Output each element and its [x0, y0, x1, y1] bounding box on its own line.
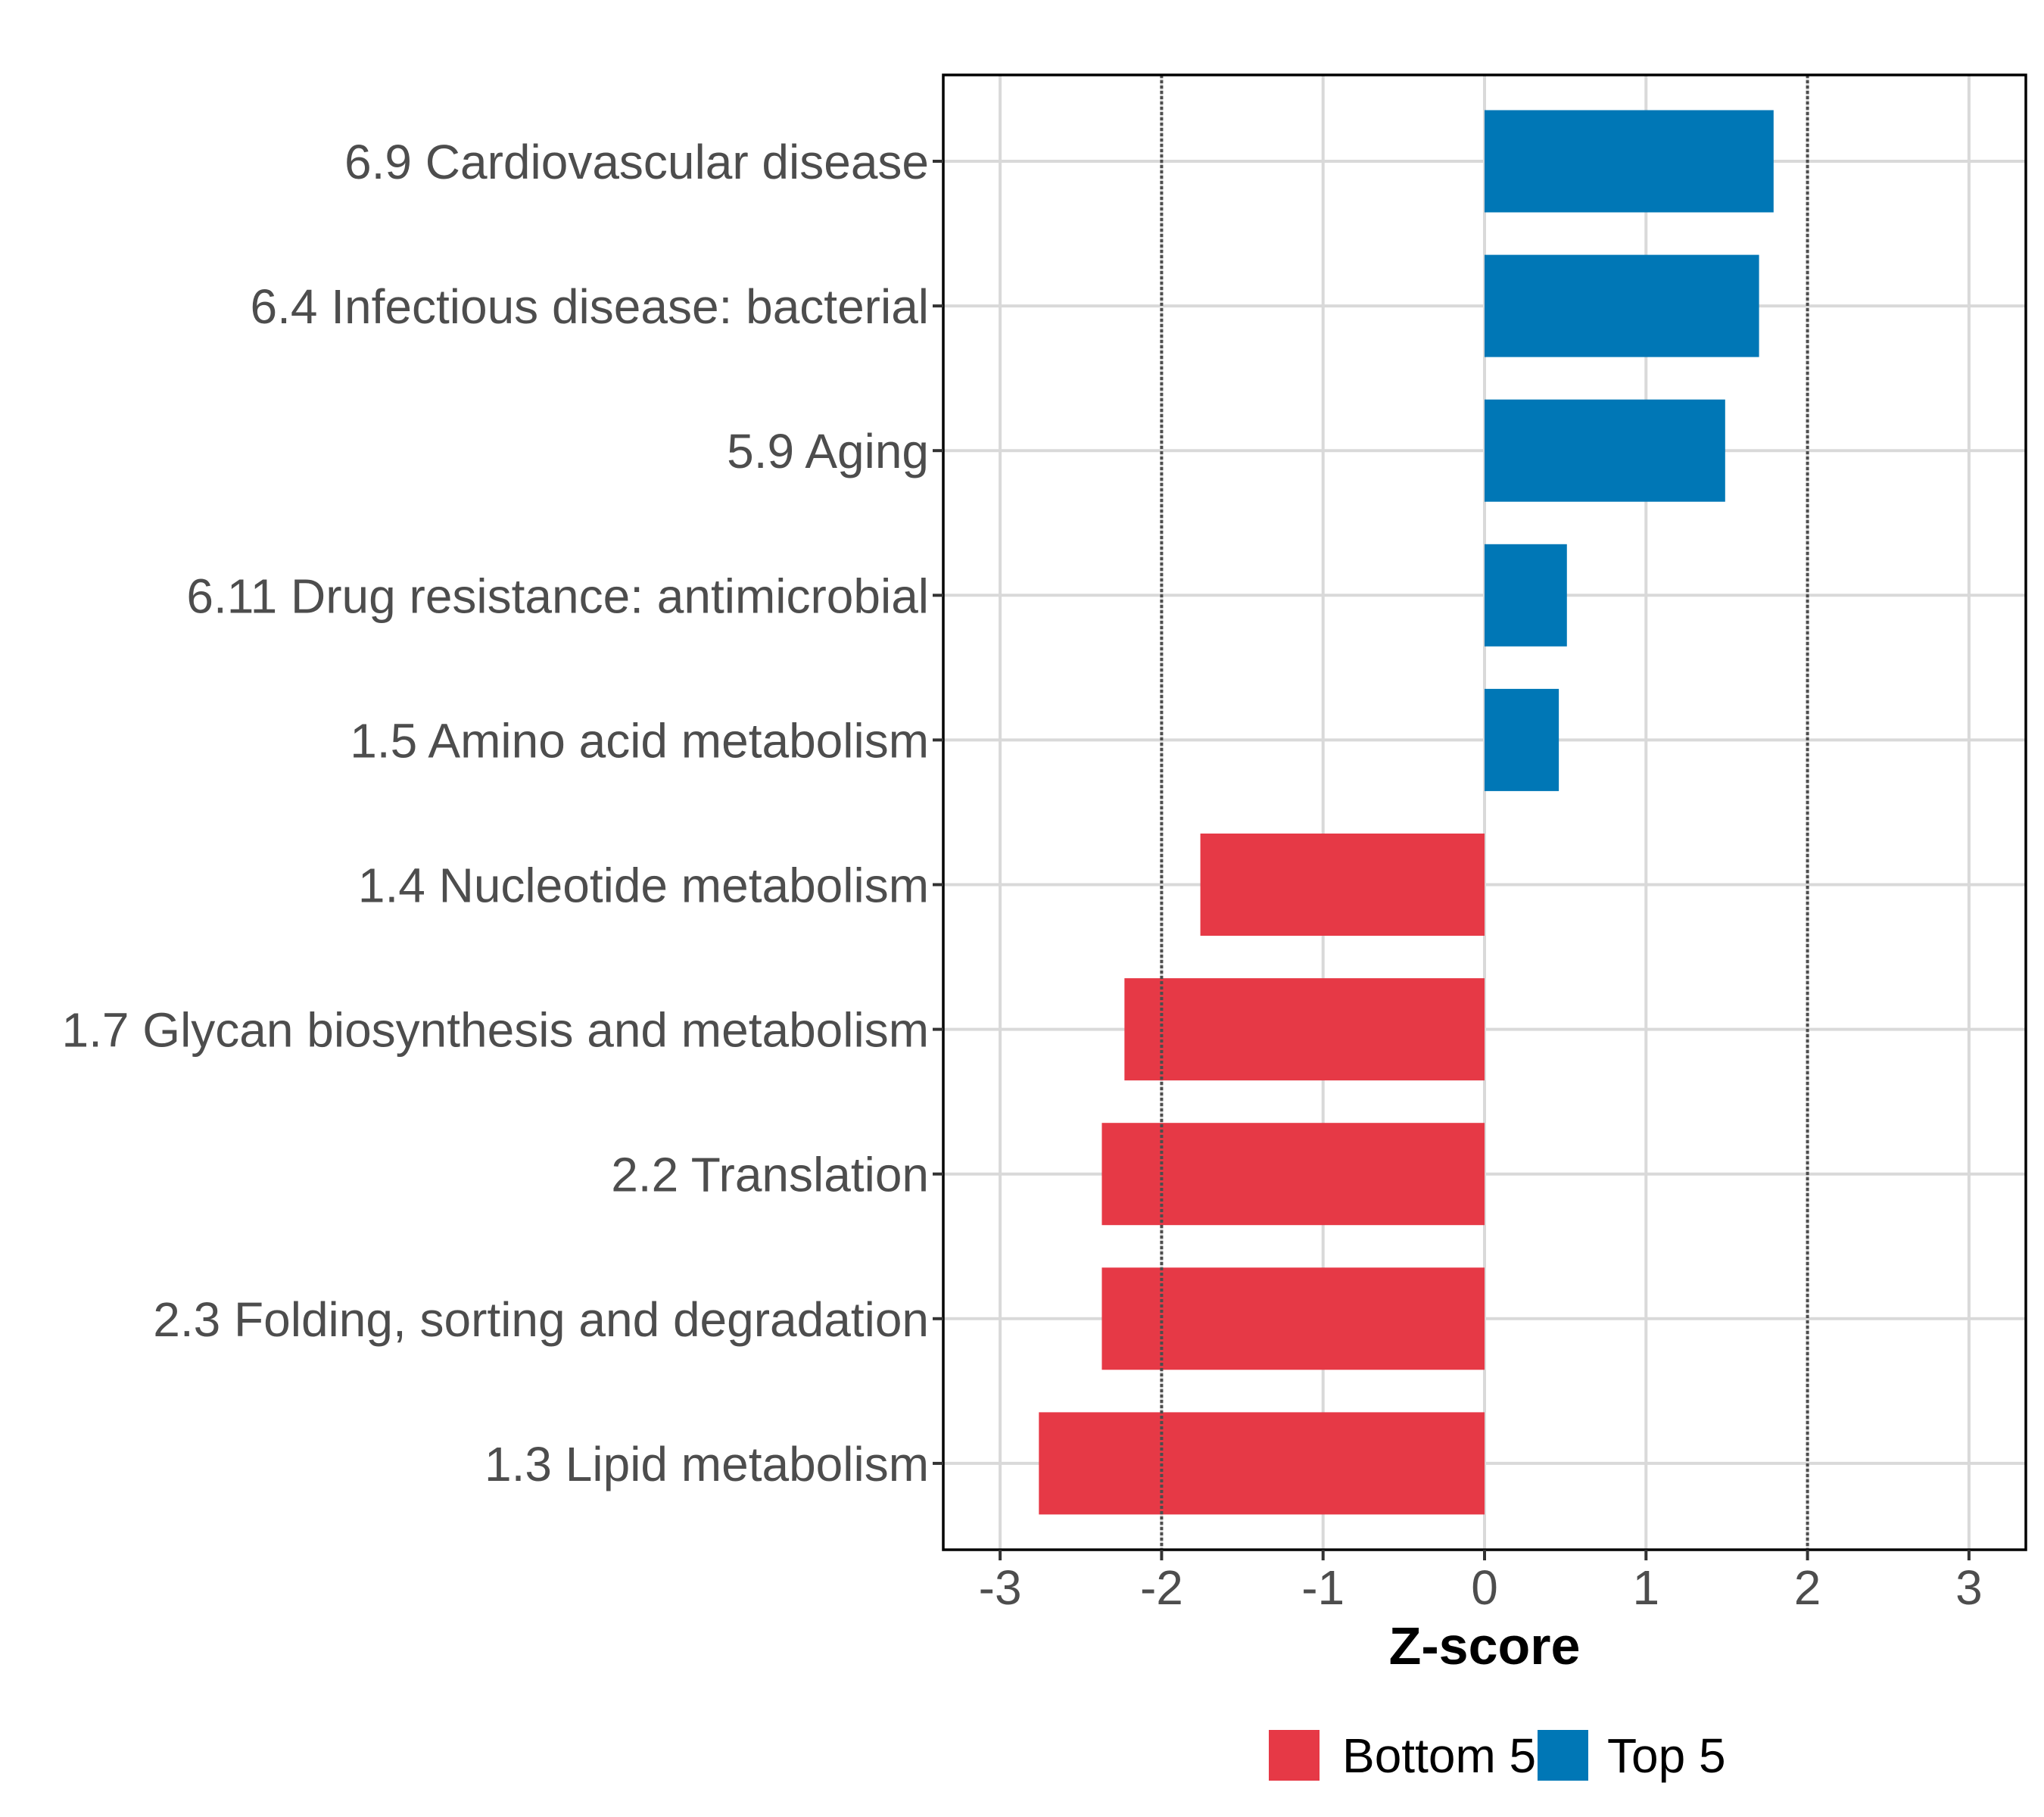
legend-label: Bottom 5 — [1342, 1728, 1536, 1783]
x-axis: -3 -2 -1 0 1 2 3 — [979, 1550, 1983, 1615]
legend-swatch — [1269, 1730, 1320, 1781]
y-axis: 6.9 Cardiovascular disease 6.4 Infectious… — [62, 135, 943, 1491]
category-label: 1.5 Amino acid metabolism — [350, 713, 929, 768]
category-label: 2.2 Translation — [611, 1148, 929, 1202]
x-tick-label: -1 — [1301, 1560, 1344, 1615]
x-tick-label: -2 — [1140, 1560, 1183, 1615]
bar-bottom — [1101, 1123, 1485, 1226]
bars — [1039, 110, 1774, 1515]
category-label: 6.4 Infectious disease: bacterial — [250, 279, 929, 334]
reference-lines — [1160, 75, 1809, 1550]
bar-top — [1485, 110, 1774, 213]
bar-top — [1485, 688, 1559, 791]
bar-top — [1485, 544, 1567, 647]
category-label: 1.7 Glycan biosynthesis and metabolism — [62, 1003, 929, 1058]
x-tick-label: 2 — [1794, 1560, 1821, 1615]
x-tick-label: 0 — [1471, 1560, 1498, 1615]
legend-swatch — [1538, 1730, 1588, 1781]
category-label: 1.4 Nucleotide metabolism — [358, 859, 929, 913]
bar-bottom — [1101, 1267, 1485, 1370]
category-label: 6.11 Drug resistance: antimicrobial — [186, 569, 929, 623]
bar-bottom — [1200, 834, 1485, 936]
bar-bottom — [1124, 978, 1485, 1081]
bar-bottom — [1039, 1412, 1485, 1515]
x-tick-label: 1 — [1633, 1560, 1660, 1615]
legend-label: Top 5 — [1607, 1728, 1726, 1783]
category-label: 5.9 Aging — [727, 424, 929, 478]
bar-top — [1485, 254, 1759, 357]
category-label: 6.9 Cardiovascular disease — [344, 135, 929, 189]
x-tick-label: -3 — [979, 1560, 1022, 1615]
x-tick-label: 3 — [1955, 1560, 1983, 1615]
bar-top — [1485, 399, 1725, 502]
legend: Bottom 5 Top 5 — [1269, 1728, 1726, 1783]
category-label: 2.3 Folding, sorting and degradation — [153, 1292, 929, 1347]
x-axis-title: Z-score — [1389, 1616, 1581, 1675]
category-label: 1.3 Lipid metabolism — [485, 1437, 929, 1491]
